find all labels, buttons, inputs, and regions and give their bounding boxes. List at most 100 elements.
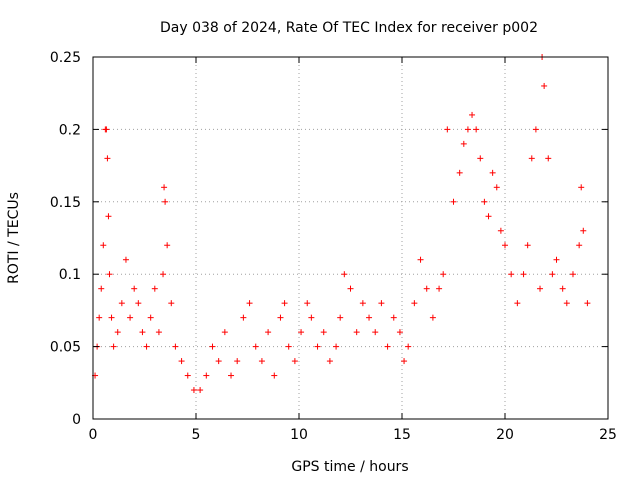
y-tick-label: 0.2 [59,122,81,138]
data-point [203,372,210,379]
data-point [105,213,112,220]
data-point [271,372,278,379]
y-axis-label: ROTI / TECUs [6,192,22,284]
data-point [464,126,471,133]
data-point [563,300,570,307]
data-point [114,329,121,336]
data-point [258,358,265,365]
data-point [545,155,552,162]
data-point [469,111,476,118]
data-point [304,300,311,307]
data-point [559,285,566,292]
data-point [155,329,162,336]
data-point [281,300,288,307]
data-point [106,271,113,278]
chart-title: Day 038 of 2024, Rate Of TEC Index for r… [160,20,538,36]
data-point [502,242,508,249]
data-point [456,169,463,176]
data-point [553,256,560,263]
data-point [524,242,531,249]
data-points [92,54,591,394]
data-point [537,285,544,292]
data-point [143,343,150,350]
data-point [333,343,340,350]
data-point [366,314,373,321]
data-point [308,314,315,321]
data-point [514,300,521,307]
data-point [285,343,292,350]
data-point [485,213,492,220]
data-point [118,300,125,307]
data-point [528,155,535,162]
data-point [314,343,321,350]
data-point [122,256,129,263]
x-tick-label: 10 [290,427,308,443]
data-point [520,271,527,278]
y-tick-label: 0.25 [50,50,81,66]
data-point [252,343,259,350]
data-point [190,387,197,394]
data-point [234,358,241,365]
x-tick-labels: 0 5 10 15 20 25 [89,427,617,443]
data-point [100,242,107,249]
data-point [164,242,171,249]
data-point [417,256,424,263]
data-point [246,300,253,307]
data-point [104,155,111,162]
data-point [541,82,548,89]
data-point [493,184,500,191]
data-point [532,126,539,133]
y-tick-labels: 0 0.05 0.1 0.15 0.2 0.25 [50,50,81,428]
data-point [151,285,158,292]
data-point [161,184,168,191]
data-point [359,300,366,307]
data-point [347,285,354,292]
y-tick-label: 0.15 [50,195,81,211]
data-point [215,358,222,365]
data-point [228,372,235,379]
axis-ticks [92,56,609,420]
data-point [508,271,515,278]
data-point [423,285,430,292]
data-point [481,198,488,205]
data-point [277,314,284,321]
data-point [584,300,591,307]
data-point [197,387,204,394]
data-point [184,372,191,379]
data-point [411,300,418,307]
data-point [139,329,146,336]
x-tick-label: 15 [393,427,411,443]
x-tick-label: 0 [89,427,98,443]
data-point [578,184,585,191]
data-point [440,271,447,278]
data-point [378,300,385,307]
y-tick-label: 0.1 [59,267,81,283]
data-point [429,314,436,321]
data-point [390,314,397,321]
grid-lines [93,57,608,419]
data-point [131,285,138,292]
x-axis-label: GPS time / hours [291,459,408,475]
data-point [444,126,451,133]
data-point [460,140,467,147]
y-tick-label: 0 [72,412,81,428]
data-point [127,314,134,321]
data-point [96,314,103,321]
data-point [221,329,228,336]
data-point [265,329,272,336]
data-point [580,227,587,234]
data-point [178,358,185,365]
data-point [489,169,496,176]
data-point [291,358,298,365]
data-point [436,285,443,292]
data-point [401,358,408,365]
data-point [110,343,117,350]
data-point [160,271,167,278]
data-point [172,343,179,350]
data-point [497,227,504,234]
data-point [240,314,247,321]
data-point [98,285,105,292]
data-point [162,198,169,205]
data-point [103,126,110,133]
